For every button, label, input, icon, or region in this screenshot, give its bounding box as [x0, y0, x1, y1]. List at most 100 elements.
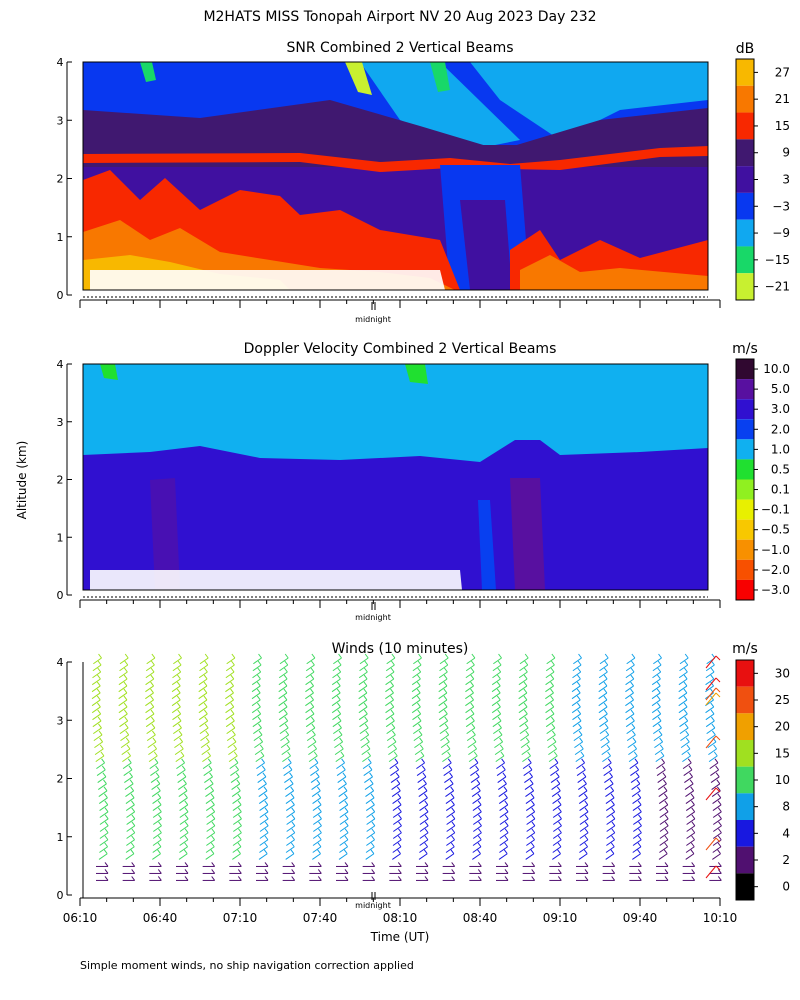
wind-barb-flag — [230, 674, 235, 680]
wind-barb — [545, 720, 555, 728]
wind-barb — [178, 797, 188, 804]
wind-barb-flag — [657, 674, 661, 680]
wind-barb-flag — [443, 667, 448, 673]
wind-barb-flag — [633, 744, 638, 750]
wind-barb-flag — [256, 695, 261, 701]
wind-barb-flag — [231, 723, 236, 729]
wind-barb-flag — [344, 793, 348, 799]
wind-barb-flag — [690, 849, 695, 855]
wind-barb — [125, 804, 135, 811]
wind-barb-flag — [636, 786, 641, 792]
wind-barb-flag — [420, 751, 425, 757]
colorbar-label: 30 — [775, 666, 790, 680]
wind-barb — [206, 818, 216, 825]
wind-barb-flag — [312, 737, 317, 743]
wind-barb-flag — [177, 660, 182, 666]
wind-barb-flag — [659, 737, 664, 743]
wind-barb-flag — [366, 744, 371, 750]
wind-barb-flag — [370, 793, 375, 799]
wind-barb — [93, 734, 103, 742]
wind-barb-flag — [344, 807, 349, 813]
wind-barb-flag — [473, 744, 478, 750]
wind-barb-flag — [237, 807, 242, 813]
wind-barb-flag — [184, 842, 189, 848]
wind-barb — [625, 692, 634, 700]
wind-barb-flag — [291, 821, 296, 827]
wind-barb — [148, 755, 158, 763]
wind-profile — [278, 653, 296, 881]
wind-barb — [419, 825, 429, 832]
wind-barb-flag — [663, 849, 668, 855]
wind-barb — [359, 720, 369, 728]
wind-barb — [225, 720, 235, 728]
wind-barb-flag — [177, 674, 181, 680]
wind-barb-flag — [179, 737, 184, 743]
wind-barb-flag — [657, 667, 662, 673]
wind-barb-flag — [503, 786, 508, 792]
wind-barb — [712, 832, 722, 839]
wind-barb — [179, 818, 189, 825]
footnote: Simple moment winds, no ship navigation … — [80, 959, 414, 972]
wind-barb-flag — [283, 674, 288, 680]
wind-barb-flag — [207, 758, 212, 764]
wind-profile — [571, 653, 589, 881]
wind-barb — [466, 734, 476, 742]
wind-barb — [390, 776, 400, 783]
y-tick-label: 1 — [57, 831, 64, 844]
wind-barb-flag — [557, 869, 562, 874]
y-tick-label: 0 — [57, 889, 64, 902]
wind-barb — [310, 769, 319, 776]
edge-wind-barb-flag — [715, 837, 721, 843]
wind-barb — [171, 685, 181, 693]
wind-barb-flag — [657, 709, 662, 715]
wind-barb-flag — [131, 876, 136, 881]
wind-profile — [331, 653, 349, 881]
wind-barb — [258, 790, 268, 797]
wind-barb — [578, 790, 588, 797]
wind-barb — [604, 776, 613, 783]
wind-barb-flag — [310, 688, 314, 694]
wind-barb — [198, 706, 208, 714]
wind-barb — [496, 762, 505, 770]
wind-barb — [551, 783, 561, 790]
wind-barb-flag — [238, 828, 242, 834]
wind-barb-flag — [662, 772, 667, 778]
wind-barb-flag — [124, 723, 129, 729]
wind-barb — [525, 790, 534, 797]
wind-barb-flag — [577, 674, 581, 680]
wind-barb-flag — [582, 772, 587, 778]
wind-barb-flag — [264, 869, 269, 874]
wind-barb — [654, 748, 664, 756]
wind-barb — [680, 741, 690, 749]
wind-barb — [625, 678, 635, 686]
wind-barb-flag — [657, 702, 661, 708]
wind-barb — [551, 790, 561, 797]
wind-barb-flag — [371, 869, 376, 874]
wind-barb — [656, 769, 666, 776]
wind-barb-flag — [397, 876, 402, 881]
wind-barb-flag — [610, 842, 615, 848]
wind-barb-flag — [424, 800, 429, 806]
wind-barb-flag — [341, 758, 346, 764]
wind-barb-flag — [391, 730, 396, 736]
wind-barb — [545, 713, 555, 721]
wind-barb-flag — [557, 862, 562, 867]
wind-barb-flag — [504, 800, 509, 806]
wind-barb — [305, 692, 314, 700]
wind-barb — [385, 706, 395, 714]
wind-barb — [366, 839, 375, 846]
wind-barb — [285, 804, 295, 811]
winds-unit: m/s — [732, 641, 758, 657]
wind-barb — [598, 692, 608, 700]
wind-barb — [339, 818, 349, 825]
wind-barb-flag — [258, 730, 263, 736]
wind-barb — [226, 734, 236, 742]
wind-barb-flag — [103, 786, 108, 792]
wind-barb — [499, 804, 509, 811]
wind-barb-flag — [604, 653, 609, 659]
wind-barb — [472, 839, 482, 846]
colorbar-label: 15 — [775, 119, 790, 133]
wind-barb — [336, 769, 346, 776]
wind-barb — [204, 783, 214, 790]
wind-barb — [387, 741, 397, 749]
